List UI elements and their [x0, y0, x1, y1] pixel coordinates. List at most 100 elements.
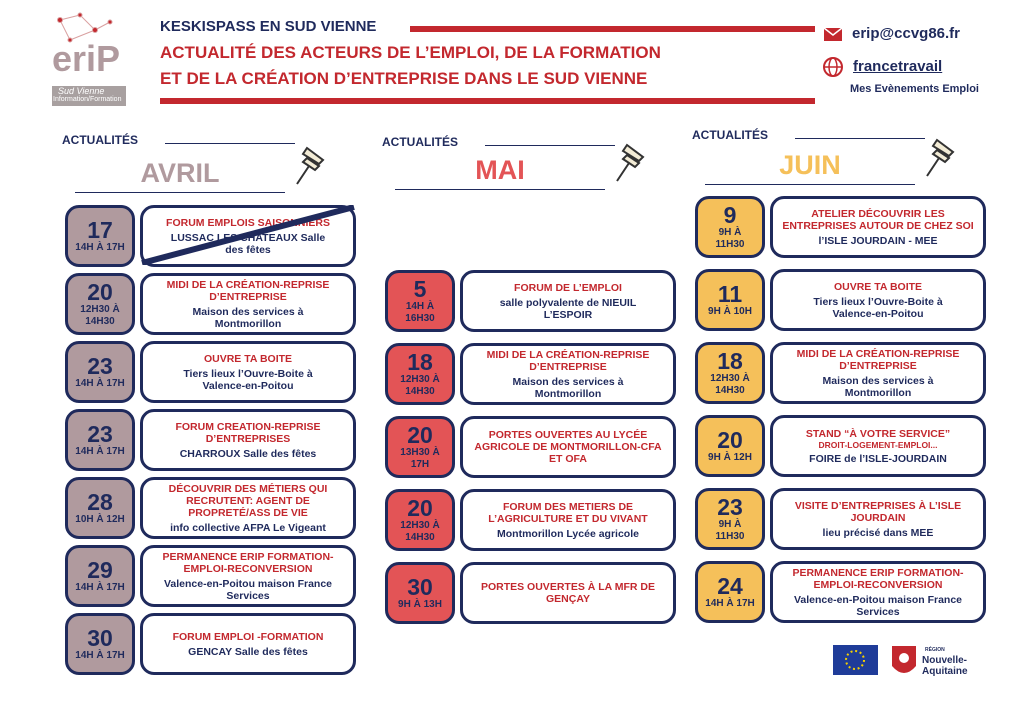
event-title: VISITE D’ENTREPRISES À L’ISLE JOURDAIN: [794, 499, 962, 524]
day: 20: [407, 495, 433, 521]
event-title: FORUM EMPLOI -FORMATION: [172, 630, 324, 643]
event-title: MIDI DE LA CRÉATION-REPRISE D’ENTREPRISE: [166, 278, 330, 303]
event-place: lieu précisé dans MEE: [822, 526, 934, 539]
day-box: 23 14H À 17H: [65, 341, 135, 403]
day: 18: [407, 349, 433, 375]
day-box: 23 14H À 17H: [65, 409, 135, 471]
title-line: ET DE LA CRÉATION D’ENTREPRISE DANS LE S…: [160, 69, 648, 88]
rule: [395, 189, 605, 190]
event-title: MIDI DE LA CRÉATION-REPRISE D’ENTREPRISE: [796, 347, 960, 372]
day: 23: [87, 353, 113, 379]
day: 11: [717, 281, 743, 307]
event-title: PORTES OUVERTES AU LYCÉE AGRICOLE DE MON…: [474, 429, 662, 465]
day: 17: [87, 217, 113, 243]
time: 9H À 11H30: [715, 227, 745, 250]
event-place: Tiers lieux l’Ouvre-Boite à Valence-en-P…: [183, 367, 313, 392]
email[interactable]: erip@ccvg86.fr: [852, 25, 961, 42]
logo-tagline: Sud Vienne: [58, 86, 105, 96]
event-title: FORUM DES METIERS DE L’AGRICULTURE ET DU…: [488, 500, 648, 525]
time: 12H30 À 14H30: [400, 374, 440, 397]
day-box: 29 14H À 17H: [65, 545, 135, 607]
event-box: VISITE D’ENTREPRISES À L’ISLE JOURDAIN li…: [770, 488, 986, 550]
event-title: PORTES OUVERTES À LA MFR DE GENÇAY: [480, 581, 656, 605]
event-place: Maison des services à Montmorillon: [512, 375, 624, 400]
time: 9H À 10H: [708, 306, 752, 317]
day: 9: [723, 202, 737, 228]
logo-graphic: [52, 12, 126, 106]
time: 14H À 16H30: [405, 301, 435, 324]
event-place: Montmorillon Lycée agricole: [497, 527, 639, 540]
day-box: 30 14H À 17H: [65, 613, 135, 675]
rule: [75, 192, 285, 193]
day: 28: [87, 489, 113, 515]
day: 5: [413, 276, 427, 302]
event-place: Tiers lieux l’Ouvre-Boite à Valence-en-P…: [813, 295, 943, 320]
event-box: PERMANENCE ERIP FORMATION-EMPLOI-RECONVE…: [770, 561, 986, 623]
rule: [705, 184, 915, 185]
event-box: ATELIER DÉCOUVRIR LES ENTREPRISES AUTOUR…: [770, 196, 986, 258]
event-place: Maison des services à Montmorillon: [192, 305, 304, 330]
event-box: OUVRE TA BOITE Tiers lieux l’Ouvre-Boite …: [770, 269, 986, 331]
cancel-strike: [141, 205, 355, 265]
month: AVRIL: [140, 158, 220, 188]
day: 23: [87, 421, 113, 447]
event-box: DÉCOUVRIR DES MÉTIERS QUI RECRUTENT: AGE…: [140, 477, 356, 539]
day-box: 28 10H À 12H: [65, 477, 135, 539]
pushpin: [296, 146, 325, 185]
event-title: FORUM DE L’EMPLOI: [514, 281, 622, 294]
month: JUIN: [779, 150, 841, 180]
time: 9H À 13H: [398, 599, 442, 610]
logo-name: eriP: [52, 38, 121, 79]
time: 14H À 17H: [705, 598, 755, 609]
event-box: FORUM DE L’EMPLOI salle polyvalente de NI…: [460, 270, 676, 332]
event-place: salle polyvalente de NIEUIL L’ESPOIR: [499, 296, 637, 321]
event-title: MIDI DE LA CRÉATION-REPRISE D’ENTREPRISE: [486, 348, 650, 373]
day: 18: [717, 348, 743, 374]
day-box: 9 9H À 11H30: [695, 196, 765, 258]
event-place: l’ISLE JOURDAIN - MEE: [818, 234, 938, 247]
event-box: MIDI DE LA CRÉATION-REPRISE D’ENTREPRISE…: [460, 343, 676, 405]
event-place: FOIRE de l’ISLE-JOURDAIN: [809, 452, 947, 465]
time: 14H À 17H: [75, 242, 125, 253]
day: 29: [87, 557, 113, 583]
event-title: STAND “À VOTRE SERVICE”: [805, 427, 951, 440]
day-box: 20 9H À 12H: [695, 415, 765, 477]
time: 10H À 12H: [75, 514, 125, 525]
event-box: FORUM DES METIERS DE L’AGRICULTURE ET DU…: [460, 489, 676, 551]
region-label: RÉGION: [925, 647, 945, 653]
time: 14H À 17H: [75, 650, 125, 661]
event-subtitle: DROIT-LOGEMENT-EMPLOI...: [818, 439, 938, 450]
event-place: info collective AFPA Le Vigeant: [170, 521, 326, 534]
event-place: CHARROUX Salle des fêtes: [179, 447, 317, 460]
event-title: PERMANENCE ERIP FORMATION-EMPLOI-RECONVE…: [162, 550, 334, 575]
eu-flag: [833, 645, 878, 675]
time: 13H30 À 17H: [400, 447, 440, 470]
pushpin: [926, 138, 955, 177]
day-box: 24 14H À 17H: [695, 561, 765, 623]
time: 9H À 12H: [708, 452, 752, 463]
column-label: ACTUALITÉS: [382, 135, 458, 149]
logo-subtitle: Information/Formation: [53, 96, 122, 103]
rule: [485, 145, 615, 146]
event-box: MIDI DE LA CRÉATION-REPRISE D’ENTREPRISE…: [770, 342, 986, 404]
region-emblem: [892, 646, 916, 673]
day-box: 20 12H30 À 14H30: [385, 489, 455, 551]
event-title: OUVRE TA BOITE: [833, 280, 923, 293]
time: 14H À 17H: [75, 446, 125, 457]
contact-icons: [823, 27, 843, 77]
link[interactable]: francetravail: [853, 58, 943, 75]
events-label: Mes Evènements Emploi: [850, 83, 979, 95]
event-place: Valence-en-Poitou maison France Services: [163, 577, 333, 602]
day-box: 11 9H À 10H: [695, 269, 765, 331]
event-box: PERMANENCE ERIP FORMATION-EMPLOI-RECONVE…: [140, 545, 356, 607]
time: 14H À 17H: [75, 378, 125, 389]
day: 20: [717, 427, 743, 453]
event-title: ATELIER DÉCOUVRIR LES ENTREPRISES AUTOUR…: [782, 207, 974, 232]
column-label: ACTUALITÉS: [62, 133, 138, 147]
day-box: 18 12H30 À 14H30: [695, 342, 765, 404]
event-box: PORTES OUVERTES À LA MFR DE GENÇAY: [460, 562, 676, 624]
day-box: 23 9H À 11H30: [695, 488, 765, 550]
event-place: Valence-en-Poitou maison France Services: [793, 593, 963, 618]
day: 30: [407, 574, 433, 600]
